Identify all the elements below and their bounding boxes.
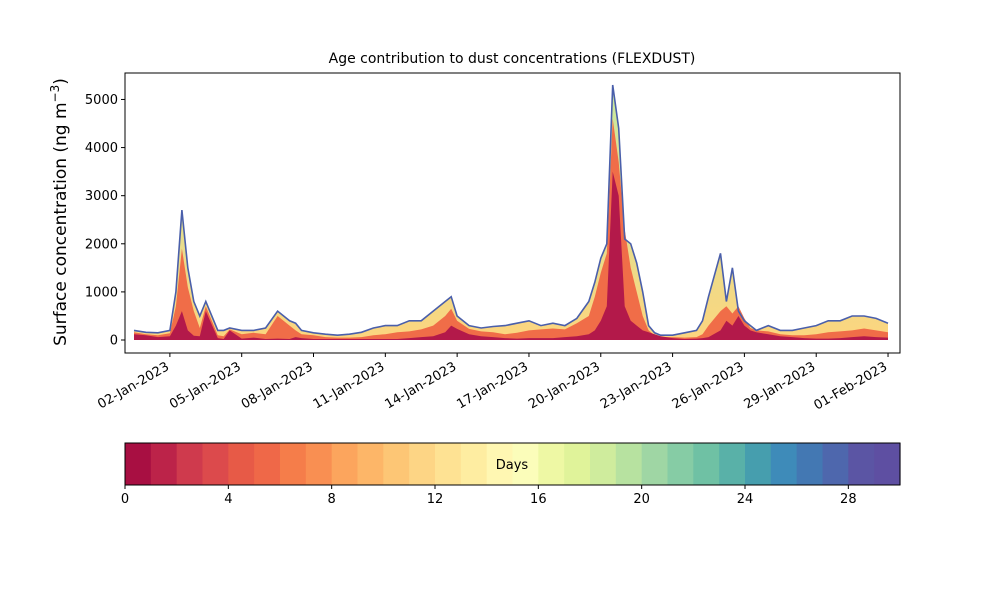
x-tick-label: 11-Jan-2023 (311, 359, 388, 412)
x-tick-label: 29-Jan-2023 (742, 359, 819, 412)
x-tick-label: 02-Jan-2023 (95, 359, 172, 412)
x-tick-label: 17-Jan-2023 (454, 359, 531, 412)
colorbar-swatch (125, 443, 152, 485)
x-axis-ticks: 02-Jan-202305-Jan-202308-Jan-202311-Jan-… (95, 353, 890, 413)
colorbar-swatch (486, 443, 514, 485)
y-axis-label-main: Surface concentration (ng m (51, 102, 71, 345)
y-axis-label-close: ) (51, 78, 71, 85)
x-tick-label: 01-Feb-2023 (811, 359, 890, 413)
x-tick-label: 14-Jan-2023 (383, 359, 460, 412)
colorbar-swatch (745, 443, 772, 485)
y-tick-label: 3000 (85, 189, 118, 204)
y-axis-label-superscript: −3 (48, 85, 62, 103)
y-tick-label: 5000 (85, 93, 118, 108)
colorbar-swatch (667, 443, 694, 485)
colorbar-swatch (202, 443, 229, 485)
y-axis-ticks: 0 1000 2000 3000 4000 5000 (85, 93, 125, 349)
colorbar-swatch (538, 443, 565, 485)
colorbar-swatch (770, 443, 798, 485)
colorbar-tick-label: 28 (840, 492, 857, 507)
colorbar-swatch (822, 443, 849, 485)
colorbar-tick-label: 16 (530, 492, 547, 507)
chart-title: Age contribution to dust concentrations … (329, 51, 696, 67)
colorbar-swatch (719, 443, 746, 485)
colorbar-swatch (280, 443, 307, 485)
x-tick-label: 20-Jan-2023 (526, 359, 603, 412)
y-axis-label: Surface concentration (ng m−3) (48, 78, 71, 346)
colorbar-swatch (564, 443, 591, 485)
colorbar-tick-label: 24 (737, 492, 754, 507)
colorbar-tick-label: 12 (427, 492, 444, 507)
total-outline (133, 84, 889, 337)
colorbar-swatch (331, 443, 359, 485)
stacked-area-series (133, 84, 889, 340)
colorbar-swatch (357, 443, 384, 485)
colorbar-swatch (383, 443, 410, 485)
colorbar-ticks: 0 4 8 12 16 20 24 28 (121, 485, 857, 507)
colorbar-swatch (460, 443, 488, 485)
x-tick-label: 26-Jan-2023 (670, 359, 747, 412)
x-tick-label: 05-Jan-2023 (167, 359, 244, 412)
colorbar-tick-label: 0 (121, 492, 129, 507)
y-tick-label: 2000 (85, 237, 118, 252)
colorbar-swatch (848, 443, 875, 485)
colorbar (125, 443, 901, 485)
area-layer-total (134, 85, 888, 340)
plot-frame (124, 72, 901, 354)
colorbar-frame (124, 442, 901, 486)
colorbar-swatch (435, 443, 462, 485)
area-layer-youngest (134, 171, 888, 340)
colorbar-swatch (254, 443, 281, 485)
colorbar-label: Days (496, 458, 529, 473)
colorbar-swatch (874, 443, 901, 485)
colorbar-swatch (305, 443, 333, 485)
colorbar-swatch (176, 443, 204, 485)
colorbar-swatch (590, 443, 617, 485)
colorbar-swatch (409, 443, 436, 485)
x-tick-label: 23-Jan-2023 (598, 359, 675, 412)
colorbar-tick-label: 4 (224, 492, 232, 507)
y-tick-label: 4000 (85, 141, 118, 156)
colorbar-swatch (796, 443, 824, 485)
area-layer-middle (134, 118, 888, 340)
colorbar-tick-label: 8 (328, 492, 336, 507)
colorbar-swatch (615, 443, 643, 485)
colorbar-swatch (150, 443, 178, 485)
colorbar-tick-label: 20 (633, 492, 650, 507)
x-tick-label: 08-Jan-2023 (239, 359, 316, 412)
colorbar-swatch (228, 443, 255, 485)
y-tick-label: 1000 (85, 285, 118, 300)
colorbar-swatch (641, 443, 669, 485)
colorbar-swatch (693, 443, 720, 485)
colorbar-swatch (512, 443, 539, 485)
y-tick-label: 0 (110, 334, 118, 349)
